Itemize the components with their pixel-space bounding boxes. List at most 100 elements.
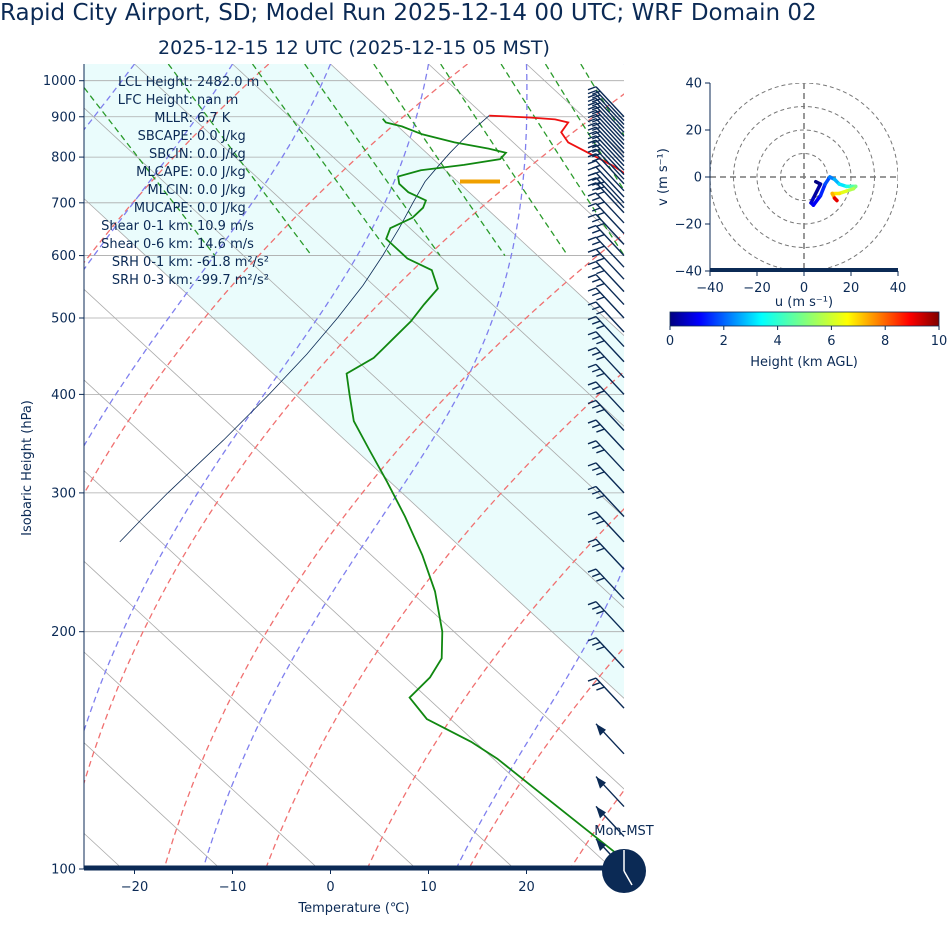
moist-adiabat xyxy=(202,64,528,869)
moist-adiabat xyxy=(84,64,136,131)
hodograph-x-tick-label: 0 xyxy=(800,281,808,296)
barb-flag xyxy=(587,568,597,573)
barb-staff xyxy=(595,153,625,185)
clock-label: Mon-MST xyxy=(594,824,654,839)
wind-barb xyxy=(587,485,625,517)
barb-flag xyxy=(591,94,601,99)
barb-flag xyxy=(596,520,605,525)
stat-value: 6.7 K xyxy=(197,111,231,126)
wind-barb xyxy=(587,637,625,669)
stat-value: 2482.0 m xyxy=(197,75,259,90)
barb-flag xyxy=(587,182,597,187)
barb-flag xyxy=(587,89,597,95)
barb-staff xyxy=(595,97,625,129)
barb-flag xyxy=(596,471,605,476)
barb-flag xyxy=(587,381,597,386)
barb-flag xyxy=(596,270,605,275)
barb-flag xyxy=(596,245,605,250)
barb-flag xyxy=(587,511,597,516)
barb-flag xyxy=(596,494,605,500)
barb-flag xyxy=(587,202,597,208)
barb-flag xyxy=(591,98,601,103)
isotherm xyxy=(625,64,948,869)
wind-barb xyxy=(587,381,625,413)
stat-value: 0.0 J/kg xyxy=(197,147,246,162)
isotherm xyxy=(84,288,624,790)
colorbar xyxy=(669,311,940,327)
barb-flag xyxy=(596,390,605,395)
barb-flag xyxy=(587,315,597,321)
moist-adiabat xyxy=(84,64,332,447)
barb-flag xyxy=(596,211,605,217)
stat-label: MLCIN: xyxy=(148,183,193,198)
isotherm xyxy=(84,651,319,869)
isotherm xyxy=(134,64,624,518)
barb-flag xyxy=(596,310,605,315)
wind-barb xyxy=(587,301,625,333)
barb-flag xyxy=(591,218,601,223)
sounding-stats: LCL Height: 2482.0 m LFC Height: nan m MLLR:… xyxy=(101,75,269,288)
wind-barb xyxy=(587,440,625,472)
hodograph-segment xyxy=(832,196,839,203)
barb-flag xyxy=(591,605,601,610)
barb-staff xyxy=(595,90,625,122)
wind-barb xyxy=(587,182,625,214)
moist-region-shading xyxy=(84,64,624,699)
barb-staff xyxy=(595,166,625,198)
hodograph-segment xyxy=(811,194,823,207)
barb-flag xyxy=(591,278,601,283)
wind-barb xyxy=(587,287,625,319)
barb-flag xyxy=(587,172,597,177)
hodograph-x-tick-label: 20 xyxy=(843,281,860,296)
parcel-profile-line xyxy=(119,115,490,543)
wind-barb xyxy=(587,568,625,600)
x-tick-label: −20 xyxy=(121,880,148,895)
wind-barb xyxy=(587,148,625,180)
skew-ticks: 100 200 300 400 500 600 700 800 900 1000 −20 −10 0 10… xyxy=(43,74,535,895)
wind-barb xyxy=(595,805,625,837)
y-tick-label: 200 xyxy=(51,625,76,640)
isotherm xyxy=(84,198,624,699)
barb-flag xyxy=(587,122,597,127)
dry-adiabat xyxy=(163,233,624,869)
barb-staff xyxy=(595,172,625,204)
hodograph-y-label: v (m s⁻¹) xyxy=(656,148,671,206)
barb-flag xyxy=(587,153,597,158)
barb-flag xyxy=(591,118,601,123)
barb-staff xyxy=(595,236,625,268)
barb-flag xyxy=(596,340,605,345)
x-tick-label: 20 xyxy=(518,880,535,895)
stat-value: -61.8 m²/s² xyxy=(197,255,269,270)
mixing-ratio-line xyxy=(373,64,506,256)
stat-label: MLLR: xyxy=(154,111,193,126)
hodograph-x-tick-label: 40 xyxy=(890,281,907,296)
barb-staff xyxy=(595,248,625,280)
barb-flag xyxy=(591,153,601,158)
barb-flag xyxy=(596,577,605,582)
barb-flag xyxy=(587,419,597,424)
colorbar-tick-label: 10 xyxy=(931,334,948,349)
hodograph-grid xyxy=(710,83,898,271)
stat-value: 0.0 J/kg xyxy=(197,201,246,216)
barb-staff xyxy=(595,486,625,517)
barb-flag xyxy=(591,351,601,356)
isotherm xyxy=(84,379,613,869)
barb-flag xyxy=(591,368,601,373)
barb-flag xyxy=(591,130,601,136)
barb-staff xyxy=(595,93,625,125)
wind-barb xyxy=(587,511,625,543)
dry-adiabat xyxy=(84,93,624,786)
barb-staff xyxy=(595,86,625,118)
barb-staff xyxy=(595,381,625,413)
barb-flag xyxy=(587,347,597,352)
barb-flag xyxy=(591,114,601,119)
stat-value: 0.0 J/kg xyxy=(197,165,246,180)
barb-flag xyxy=(591,681,601,687)
stat-label: Shear 0-1 km: xyxy=(101,219,193,234)
barb-staff xyxy=(595,440,625,472)
hodograph-y-tick-label: 20 xyxy=(685,124,702,139)
stat-label: SBCIN: xyxy=(149,147,193,162)
wind-barb xyxy=(587,315,625,348)
barb-pennant xyxy=(596,806,606,819)
